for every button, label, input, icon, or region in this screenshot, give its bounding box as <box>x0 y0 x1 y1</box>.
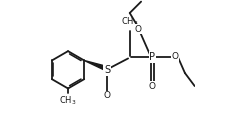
Text: O: O <box>149 82 156 91</box>
Text: CH$_3$: CH$_3$ <box>59 95 77 108</box>
Text: CH$_3$: CH$_3$ <box>121 15 138 28</box>
Polygon shape <box>84 60 106 70</box>
Text: O: O <box>104 91 111 100</box>
Text: S: S <box>104 65 110 75</box>
Text: O: O <box>172 52 179 61</box>
Text: O: O <box>134 25 141 34</box>
Text: P: P <box>149 52 155 62</box>
